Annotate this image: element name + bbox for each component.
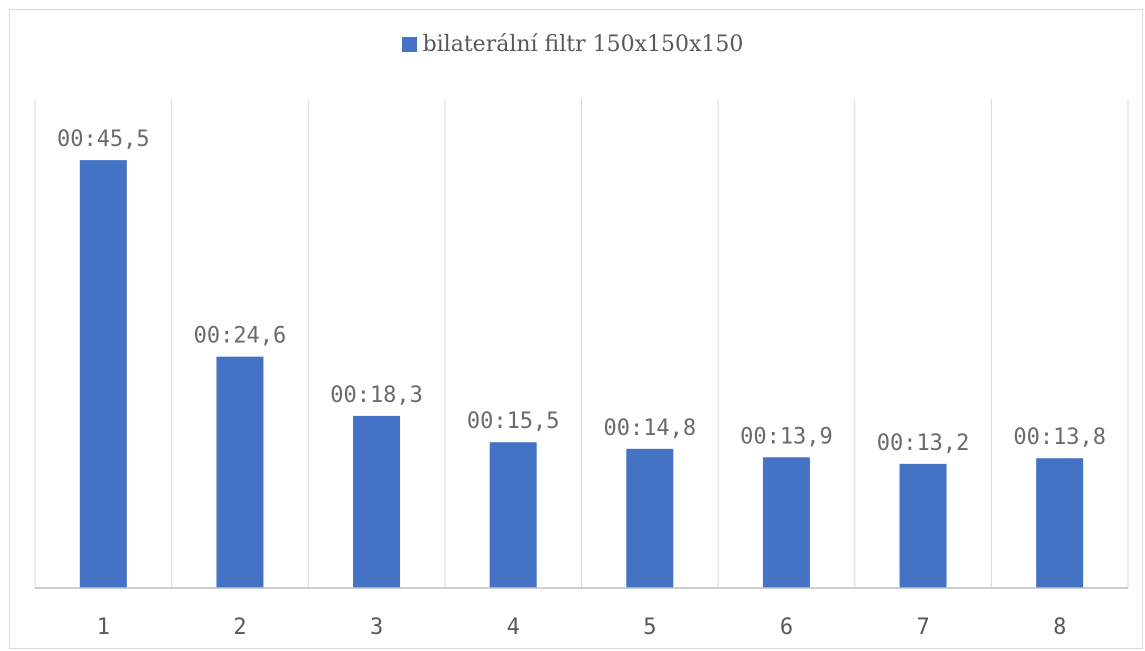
bar-2: [216, 356, 264, 588]
x-tick-label-5: 5: [643, 615, 656, 640]
x-tick-labels: 1 2 3 4 5 6 7 8: [97, 615, 1067, 640]
x-tick-label-1: 1: [97, 615, 110, 640]
bar-4: [489, 442, 537, 588]
x-tick-label-2: 2: [233, 615, 246, 640]
bar-6: [762, 457, 810, 588]
bars: [79, 160, 1084, 588]
data-label-4: 00:15,5: [467, 409, 560, 434]
data-label-8: 00:13,8: [1013, 425, 1106, 450]
legend-label: bilaterální filtr 150x150x150: [422, 32, 744, 57]
gridlines: [34, 99, 1129, 588]
data-label-5: 00:14,8: [603, 416, 696, 441]
data-label-6: 00:13,9: [740, 424, 833, 449]
bar-5: [626, 448, 674, 588]
x-tick-label-8: 8: [1053, 615, 1066, 640]
bar-7: [899, 463, 947, 588]
bar-1: [79, 160, 127, 588]
data-label-2: 00:24,6: [194, 324, 287, 349]
x-tick-label-3: 3: [370, 615, 383, 640]
data-labels: 00:45,5 00:24,6 00:18,3 00:15,5 00:14,8 00:13…: [57, 127, 1106, 456]
bar-8: [1036, 458, 1084, 588]
data-label-7: 00:13,2: [877, 431, 970, 456]
data-label-3: 00:18,3: [330, 383, 423, 408]
bar-3: [353, 415, 401, 588]
x-tick-label-4: 4: [507, 615, 520, 640]
legend-swatch: [401, 37, 417, 52]
x-tick-label-7: 7: [916, 615, 929, 640]
data-label-1: 00:45,5: [57, 127, 150, 152]
legend: bilaterální filtr 150x150x150: [0, 32, 1145, 57]
chart-frame: [9, 9, 1143, 649]
x-tick-label-6: 6: [780, 615, 793, 640]
